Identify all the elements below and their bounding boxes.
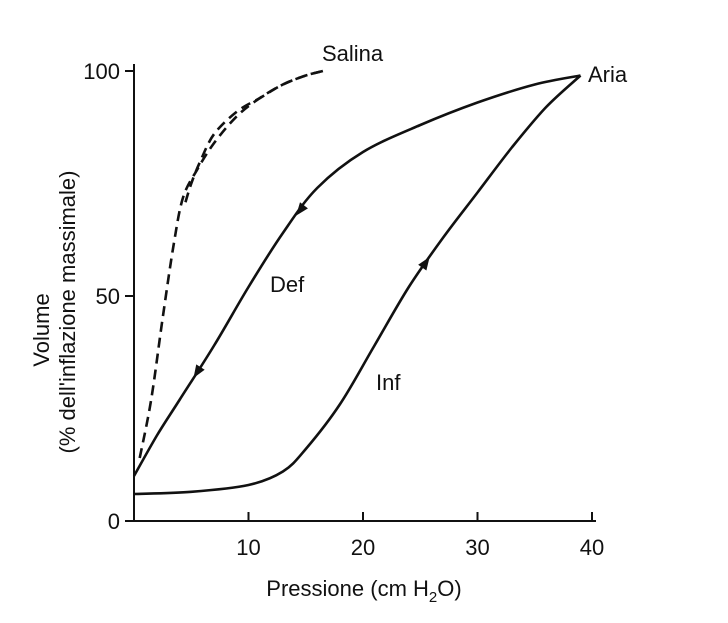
label-inf: Inf <box>376 370 401 395</box>
inf-direction-arrow <box>418 256 430 271</box>
x-tick-label-20: 20 <box>351 535 375 560</box>
y-ticks: 0 50 100 <box>83 59 134 534</box>
x-axis-title-main: Pressione (cm H <box>266 576 429 601</box>
curves <box>132 69 582 496</box>
label-aria: Aria <box>588 62 628 87</box>
y-tick-label-0: 0 <box>108 509 120 534</box>
x-tick-label-40: 40 <box>580 535 604 560</box>
def-direction-arrow-lower <box>193 364 205 378</box>
series-def-deflation-curve <box>132 74 581 477</box>
x-axis-title-end: O) <box>437 576 461 601</box>
label-def: Def <box>270 272 305 297</box>
y-tick-label-50: 50 <box>96 284 120 309</box>
x-axis-title: Pressione (cm H2O) <box>266 576 461 606</box>
y-axis-title-line2: (% dell'inflazione massimale) <box>55 171 80 454</box>
series-salina-deflation-curve <box>183 69 324 207</box>
series-salina-inflation-curve <box>138 69 324 459</box>
x-axis-title-subscript: 2 <box>429 589 437 606</box>
series-inf-inflation-curve <box>133 74 582 496</box>
x-tick-label-30: 30 <box>465 535 489 560</box>
label-salina: Salina <box>322 41 384 66</box>
y-axis-title-line1: Volume <box>29 293 54 366</box>
def-direction-arrow-upper <box>296 202 308 216</box>
x-ticks: 10 20 30 40 <box>236 512 604 560</box>
x-tick-label-10: 10 <box>236 535 260 560</box>
y-tick-label-100: 100 <box>83 59 120 84</box>
